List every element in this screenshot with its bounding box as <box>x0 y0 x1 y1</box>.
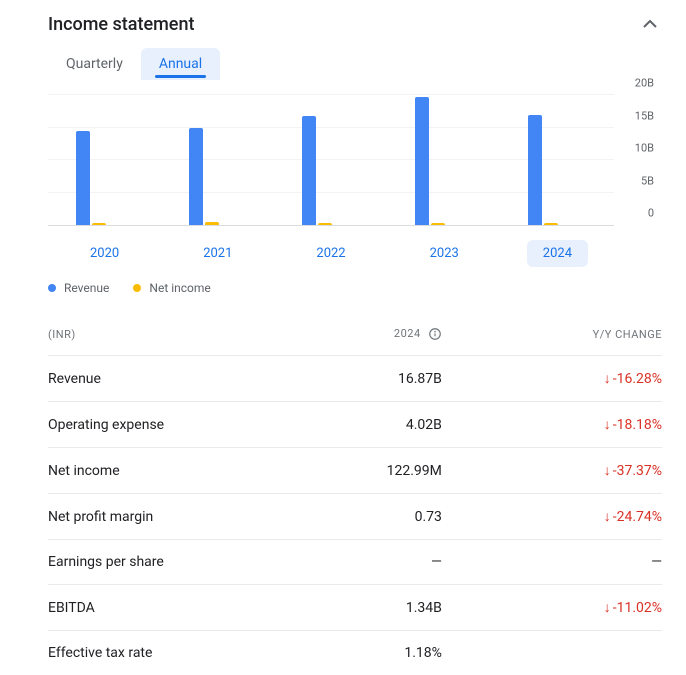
table-body: Revenue16.87B↓-16.28%Operating expense4.… <box>48 355 662 675</box>
arrow-down-icon: ↓ <box>604 416 611 433</box>
bar <box>431 223 445 225</box>
x-tick: 2022 <box>274 240 387 267</box>
table-row: Net profit margin0.73↓-24.74% <box>48 493 662 539</box>
x-tick: 2023 <box>388 240 501 267</box>
bar-group <box>415 97 473 225</box>
year-button[interactable]: 2024 <box>527 240 588 267</box>
collapse-icon[interactable] <box>638 12 662 36</box>
table-row: Earnings per share—— <box>48 539 662 584</box>
year-button[interactable]: 2023 <box>414 240 475 267</box>
gridline <box>48 94 614 95</box>
bar <box>318 223 332 225</box>
table-row: Net income122.99M↓-37.37% <box>48 447 662 493</box>
y-tick-label: 15B <box>635 109 654 122</box>
table-header: (INR) 2024 Y/Y CHANGE <box>48 313 662 355</box>
row-value: 122.99M <box>278 463 498 479</box>
row-change: — <box>498 554 662 570</box>
info-icon[interactable] <box>428 327 442 341</box>
x-tick: 2020 <box>48 240 161 267</box>
bar-group <box>76 131 134 225</box>
row-value: 4.02B <box>278 417 498 433</box>
bar <box>415 97 429 225</box>
bar <box>205 222 219 225</box>
row-value: 1.34B <box>278 600 498 616</box>
year-button[interactable]: 2020 <box>74 240 135 267</box>
bar <box>302 116 316 225</box>
bar-group <box>302 116 360 225</box>
chart-plot-area <box>48 96 614 226</box>
table-row: Operating expense4.02B↓-18.18% <box>48 401 662 447</box>
bar-chart: 05B10B15B20B <box>48 92 662 226</box>
row-label: Net income <box>48 463 278 479</box>
row-value: — <box>278 554 498 570</box>
row-change: ↓-16.28% <box>498 370 662 387</box>
row-label: EBITDA <box>48 600 278 616</box>
bar <box>76 131 90 225</box>
row-value: 0.73 <box>278 509 498 525</box>
section-header: Income statement <box>48 8 662 44</box>
bar <box>92 223 106 225</box>
bar-group <box>528 115 586 225</box>
year-button[interactable]: 2022 <box>300 240 361 267</box>
legend-label: Net income <box>149 281 210 295</box>
y-tick-label: 0 <box>648 207 654 220</box>
chart-legend: Revenue Net income <box>48 267 662 313</box>
row-value: 1.18% <box>278 645 498 661</box>
x-tick: 2024 <box>501 240 614 267</box>
row-change: ↓-18.18% <box>498 416 662 433</box>
legend-swatch <box>133 284 141 292</box>
income-statement-card: Income statement Quarterly Annual 0 5B 10B… <box>0 0 686 675</box>
table-row: Effective tax rate1.18% <box>48 630 662 675</box>
row-label: Operating expense <box>48 417 278 433</box>
period-tabs: Quarterly Annual <box>48 44 662 92</box>
arrow-down-icon: ↓ <box>604 462 611 479</box>
arrow-down-icon: ↓ <box>604 370 611 387</box>
row-change: ↓-24.74% <box>498 508 662 525</box>
arrow-down-icon: ↓ <box>604 508 611 525</box>
row-change: ↓-37.37% <box>498 462 662 479</box>
row-label: Effective tax rate <box>48 645 278 661</box>
section-title: Income statement <box>48 14 194 35</box>
year-button[interactable]: 2021 <box>187 240 248 267</box>
bar-group <box>189 128 247 226</box>
arrow-down-icon: ↓ <box>604 599 611 616</box>
row-change: ↓-11.02% <box>498 599 662 616</box>
change-column-header: Y/Y CHANGE <box>498 328 662 341</box>
y-tick-label: 10B <box>635 142 654 155</box>
currency-label: (INR) <box>48 328 278 341</box>
legend-item: Net income <box>133 281 210 295</box>
x-tick: 2021 <box>161 240 274 267</box>
y-tick-label: 20B <box>635 77 654 90</box>
row-label: Revenue <box>48 371 278 387</box>
chart-y-axis: 05B10B15B20B <box>614 96 654 226</box>
y-tick-label: 5B <box>641 174 654 187</box>
row-value: 16.87B <box>278 371 498 387</box>
bar <box>189 128 203 226</box>
tab-quarterly[interactable]: Quarterly <box>48 48 141 80</box>
table-row: EBITDA1.34B↓-11.02% <box>48 584 662 630</box>
legend-label: Revenue <box>64 281 109 295</box>
row-label: Net profit margin <box>48 509 278 525</box>
tab-annual[interactable]: Annual <box>141 48 220 80</box>
table-row: Revenue16.87B↓-16.28% <box>48 355 662 401</box>
value-column-header: 2024 <box>278 327 498 341</box>
legend-item: Revenue <box>48 281 109 295</box>
bar <box>544 223 558 225</box>
row-label: Earnings per share <box>48 554 278 570</box>
legend-swatch <box>48 284 56 292</box>
bar <box>528 115 542 225</box>
chart-x-axis: 2020 2021 2022 2023 2024 <box>48 226 662 267</box>
